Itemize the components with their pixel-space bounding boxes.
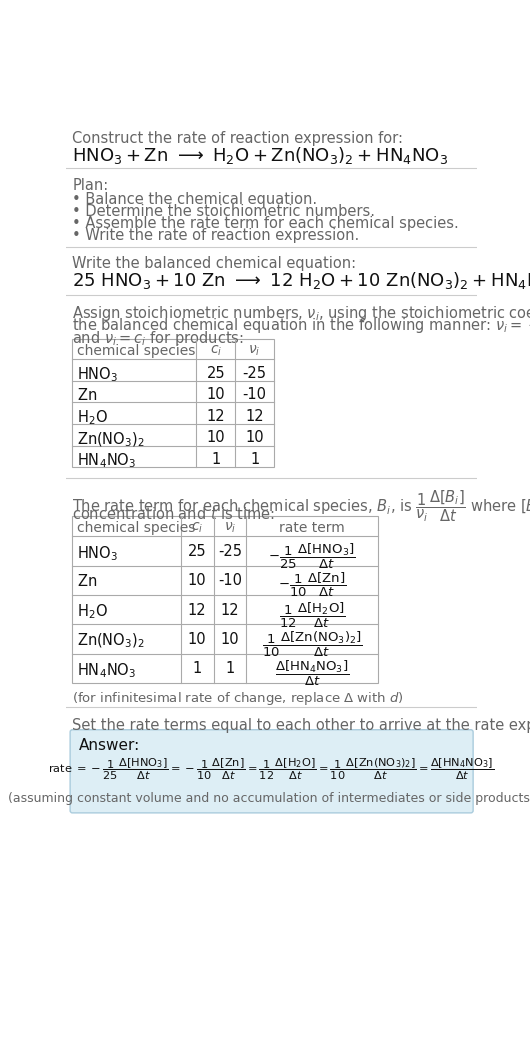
Text: 1: 1: [225, 661, 234, 677]
Text: $-\dfrac{1}{25}\dfrac{\Delta[\mathrm{HNO_3}]}{\Delta t}$: $-\dfrac{1}{25}\dfrac{\Delta[\mathrm{HNO…: [268, 542, 356, 571]
Text: $\mathrm{HNO_3 + Zn\ \longrightarrow\ H_2O + Zn(NO_3)_2 + HN_4NO_3}$: $\mathrm{HNO_3 + Zn\ \longrightarrow\ H_…: [73, 145, 448, 166]
Text: $\dfrac{\Delta[\mathrm{HN_4NO_3}]}{\Delta t}$: $\dfrac{\Delta[\mathrm{HN_4NO_3}]}{\Delt…: [275, 659, 349, 688]
Text: $\nu_i$: $\nu_i$: [249, 343, 261, 358]
Text: 1: 1: [192, 661, 202, 677]
Text: -25: -25: [243, 365, 267, 380]
Text: chemical species: chemical species: [77, 343, 196, 358]
Text: 10: 10: [245, 430, 264, 445]
Text: $\mathrm{Zn}$: $\mathrm{Zn}$: [77, 387, 97, 403]
Text: $\nu_i$: $\nu_i$: [224, 521, 236, 536]
Text: $\dfrac{1}{10}\dfrac{\Delta[\mathrm{Zn(NO_3)_2}]}{\Delta t}$: $\dfrac{1}{10}\dfrac{\Delta[\mathrm{Zn(N…: [261, 630, 363, 659]
Text: 12: 12: [188, 602, 207, 618]
Text: • Balance the chemical equation.: • Balance the chemical equation.: [73, 191, 317, 207]
Text: 10: 10: [220, 632, 239, 647]
Text: 10: 10: [188, 573, 207, 589]
Text: 1: 1: [211, 452, 220, 467]
Text: 10: 10: [207, 430, 225, 445]
Text: • Write the rate of reaction expression.: • Write the rate of reaction expression.: [73, 229, 360, 243]
Text: • Assemble the rate term for each chemical species.: • Assemble the rate term for each chemic…: [73, 216, 459, 231]
Text: Set the rate terms equal to each other to arrive at the rate expression:: Set the rate terms equal to each other t…: [73, 718, 530, 733]
Text: concentration and $t$ is time:: concentration and $t$ is time:: [73, 505, 276, 522]
Text: $\mathrm{Zn(NO_3)_2}$: $\mathrm{Zn(NO_3)_2}$: [77, 632, 145, 650]
Text: $\mathrm{H_2O}$: $\mathrm{H_2O}$: [77, 602, 108, 621]
Text: rate term: rate term: [279, 521, 345, 536]
Text: 25: 25: [188, 544, 207, 560]
Text: $\mathrm{HNO_3}$: $\mathrm{HNO_3}$: [77, 544, 118, 563]
Text: $-\dfrac{1}{10}\dfrac{\Delta[\mathrm{Zn}]}{\Delta t}$: $-\dfrac{1}{10}\dfrac{\Delta[\mathrm{Zn}…: [278, 571, 346, 599]
Text: $\mathrm{25\ HNO_3 + 10\ Zn\ \longrightarrow\ 12\ H_2O + 10\ Zn(NO_3)_2 + HN_4NO: $\mathrm{25\ HNO_3 + 10\ Zn\ \longrighta…: [73, 270, 530, 291]
Text: 1: 1: [250, 452, 259, 467]
Text: $\mathrm{HNO_3}$: $\mathrm{HNO_3}$: [77, 365, 118, 384]
Text: $c_i$: $c_i$: [191, 521, 204, 536]
Text: $\mathrm{H_2O}$: $\mathrm{H_2O}$: [77, 408, 108, 427]
Text: 10: 10: [207, 387, 225, 402]
Bar: [73, 517, 378, 683]
Text: $\dfrac{1}{12}\dfrac{\Delta[\mathrm{H_2O}]}{\Delta t}$: $\dfrac{1}{12}\dfrac{\Delta[\mathrm{H_2O…: [279, 600, 345, 630]
Text: (assuming constant volume and no accumulation of intermediates or side products): (assuming constant volume and no accumul…: [8, 792, 530, 805]
Text: Plan:: Plan:: [73, 177, 109, 193]
Text: 12: 12: [220, 602, 239, 618]
Text: 12: 12: [207, 408, 225, 424]
Text: the balanced chemical equation in the following manner: $\nu_i = -c_i$ for react: the balanced chemical equation in the fo…: [73, 316, 530, 335]
Text: $\mathrm{Zn}$: $\mathrm{Zn}$: [77, 573, 97, 590]
Text: Assign stoichiometric numbers, $\nu_i$, using the stoichiometric coefficients, $: Assign stoichiometric numbers, $\nu_i$, …: [73, 304, 530, 323]
Text: and $\nu_i = c_i$ for products:: and $\nu_i = c_i$ for products:: [73, 329, 244, 348]
Text: -10: -10: [243, 387, 267, 402]
Text: The rate term for each chemical species, $B_i$, is $\dfrac{1}{\nu_i}\dfrac{\Delt: The rate term for each chemical species,…: [73, 489, 530, 524]
Text: 10: 10: [188, 632, 207, 647]
Text: (for infinitesimal rate of change, replace $\Delta$ with $d$): (for infinitesimal rate of change, repla…: [73, 690, 404, 708]
Text: $\mathrm{HN_4NO_3}$: $\mathrm{HN_4NO_3}$: [77, 452, 136, 471]
Text: -25: -25: [218, 544, 242, 560]
Text: 25: 25: [207, 365, 225, 380]
Text: $\mathrm{Zn(NO_3)_2}$: $\mathrm{Zn(NO_3)_2}$: [77, 430, 145, 449]
Bar: [73, 339, 274, 467]
Text: Answer:: Answer:: [78, 738, 140, 753]
Text: -10: -10: [218, 573, 242, 589]
Text: Write the balanced chemical equation:: Write the balanced chemical equation:: [73, 256, 357, 271]
Text: 12: 12: [245, 408, 264, 424]
Text: Construct the rate of reaction expression for:: Construct the rate of reaction expressio…: [73, 132, 403, 146]
Text: $\mathrm{HN_4NO_3}$: $\mathrm{HN_4NO_3}$: [77, 661, 136, 680]
Text: chemical species: chemical species: [77, 521, 196, 536]
Text: rate $= -\dfrac{1}{25}\dfrac{\Delta[\mathrm{HNO_3}]}{\Delta t} = -\dfrac{1}{10}\: rate $= -\dfrac{1}{25}\dfrac{\Delta[\mat…: [49, 757, 494, 782]
Text: $c_i$: $c_i$: [210, 343, 222, 358]
FancyBboxPatch shape: [70, 730, 473, 813]
Text: • Determine the stoichiometric numbers.: • Determine the stoichiometric numbers.: [73, 204, 375, 219]
